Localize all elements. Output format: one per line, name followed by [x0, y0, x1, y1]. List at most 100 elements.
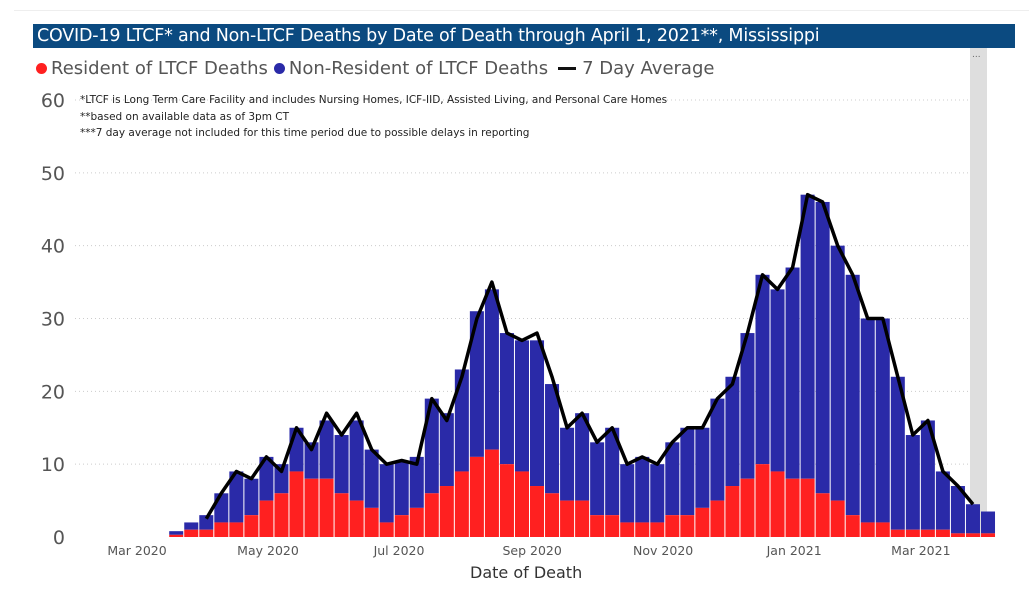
non-ltcf-bar [665, 442, 680, 516]
ltcf-bar [334, 493, 349, 537]
footnotes: *LTCF is Long Term Care Facility and inc… [80, 92, 667, 142]
y-tick-label: 50 [41, 163, 65, 185]
legend-non-ltcf[interactable]: Non-Resident of LTCF Deaths [288, 58, 549, 79]
non-ltcf-bar [229, 471, 244, 523]
y-tick-label: 10 [41, 454, 65, 476]
ltcf-bar [590, 515, 605, 537]
ltcf-bar [244, 515, 259, 537]
ltcf-legend-dot-icon [36, 63, 47, 74]
non-ltcf-bar [514, 340, 529, 472]
ltcf-bar [710, 500, 725, 537]
non-ltcf-bar [274, 464, 289, 494]
non-ltcf-bar [424, 398, 439, 494]
footnote-3: ***7 day average not included for this t… [80, 127, 530, 139]
non-ltcf-bar [950, 486, 965, 534]
non-ltcf-bar [620, 464, 635, 523]
footnote-2: **based on available data as of 3pm CT [80, 110, 290, 123]
ltcf-bar [499, 464, 514, 537]
excluded-period-band [970, 48, 987, 537]
ltcf-bar [755, 464, 770, 537]
ltcf-bar [169, 534, 184, 537]
ltcf-bar [830, 500, 845, 537]
y-tick-label: 30 [41, 309, 65, 331]
ltcf-bar [920, 529, 935, 537]
non-ltcf-bar [695, 427, 710, 508]
ltcf-bar [860, 522, 875, 537]
non-ltcf-bar [785, 267, 800, 479]
ltcf-bar [800, 478, 815, 537]
non-ltcf-bar [890, 376, 905, 530]
ltcf-bar [845, 515, 860, 537]
non-ltcf-bar [304, 442, 319, 479]
ltcf-bar [650, 522, 665, 537]
non-ltcf-bar [650, 464, 665, 523]
ltcf-bar [815, 493, 830, 537]
x-axis-title: Date of Death [470, 563, 583, 582]
legend-ltcf[interactable]: Resident of LTCF Deaths [51, 58, 268, 79]
non-ltcf-bar [349, 420, 364, 501]
ltcf-bar [274, 493, 289, 537]
non-ltcf-bar [560, 427, 575, 501]
ltcf-bar [680, 515, 695, 537]
non-ltcf-bar [860, 318, 875, 523]
non-ltcf-bar [409, 456, 424, 508]
ltcf-bar [259, 500, 274, 537]
non-ltcf-bar [830, 245, 845, 501]
x-tick-label: Jul 2020 [373, 543, 425, 558]
ltcf-bar [530, 486, 545, 537]
ltcf-bar [319, 478, 334, 537]
non-ltcf-bar [334, 435, 349, 494]
ltcf-bar [575, 500, 590, 537]
ltcf-bar [229, 522, 244, 537]
non-ltcf-bar [439, 413, 454, 487]
non-ltcf-bar [454, 369, 469, 472]
non-ltcf-bar [920, 420, 935, 530]
x-tick-label: May 2020 [237, 543, 299, 558]
non-ltcf-bar [545, 384, 560, 494]
ltcf-bar [785, 478, 800, 537]
ltcf-bar [514, 471, 529, 537]
more-options-button[interactable]: ... [972, 50, 981, 60]
ltcf-bar [289, 471, 304, 537]
non-ltcf-bar [935, 471, 950, 530]
x-tick-label: Jan 2021 [766, 543, 822, 558]
ltcf-bar [545, 493, 560, 537]
non-ltcf-bar [364, 449, 379, 508]
non-ltcf-bar [635, 456, 650, 523]
non-ltcf-bar [980, 511, 996, 534]
ltcf-bar [304, 478, 319, 537]
legend-avg[interactable]: 7 Day Average [582, 58, 715, 79]
non-ltcf-bar [575, 413, 590, 501]
non-ltcf-bar [199, 515, 214, 530]
ltcf-bar [605, 515, 620, 537]
ltcf-bar [950, 533, 965, 537]
non-ltcf-bar [379, 464, 394, 523]
ltcf-bar [349, 500, 364, 537]
x-tick-label: Sep 2020 [502, 543, 561, 558]
ltcf-bar [980, 533, 996, 537]
ltcf-bar [364, 507, 379, 537]
non-ltcf-bar [875, 318, 890, 523]
y-tick-label: 60 [41, 90, 65, 112]
non-ltcf-bar [845, 274, 860, 516]
x-tick-label: Mar 2021 [891, 543, 950, 558]
non-ltcf-bar [484, 289, 499, 450]
non-ltcf-bar [605, 427, 620, 516]
non-ltcf-legend-dot-icon [273, 63, 285, 74]
non-ltcf-bar [680, 427, 695, 516]
non-ltcf-bar [755, 274, 770, 465]
non-ltcf-bar [499, 333, 514, 465]
x-tick-label: Nov 2020 [633, 543, 693, 558]
non-ltcf-bar [319, 420, 334, 479]
non-ltcf-bar [169, 531, 184, 535]
ltcf-bar [905, 529, 920, 537]
ltcf-bar [875, 522, 890, 537]
ltcf-bar [620, 522, 635, 537]
y-tick-label: 40 [41, 236, 65, 258]
avg-legend-line-icon [558, 67, 577, 70]
x-tick-label: Mar 2020 [107, 543, 166, 558]
ltcf-bar [725, 486, 740, 537]
non-ltcf-bar [905, 435, 920, 530]
y-tick-label: 0 [53, 527, 65, 549]
ltcf-bar [770, 471, 785, 537]
